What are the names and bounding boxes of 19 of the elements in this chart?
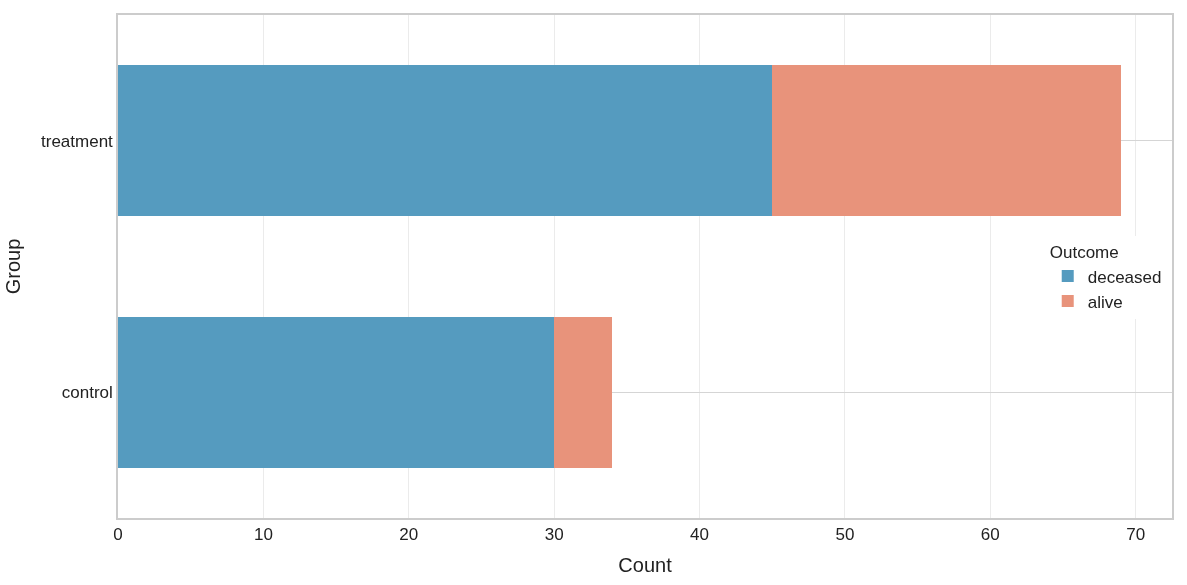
x-tick-label: 0 — [113, 525, 123, 545]
legend-label: alive — [1087, 292, 1123, 312]
x-tick-label: 50 — [835, 525, 855, 545]
y-tick-label: control — [61, 383, 113, 403]
x-axis-title: Count — [618, 554, 673, 577]
y-tick-label: treatment — [41, 131, 114, 151]
bar — [772, 65, 1122, 217]
bar — [118, 316, 555, 468]
legend-label: deceased — [1087, 267, 1162, 287]
x-tick-label: 70 — [1126, 525, 1146, 545]
x-tick-label: 20 — [399, 525, 419, 545]
bar — [554, 316, 613, 468]
bar — [118, 65, 773, 217]
x-tick-label: 10 — [253, 525, 273, 545]
y-axis-title: Group — [2, 238, 25, 295]
x-tick-label: 60 — [980, 525, 1000, 545]
x-tick-label: 40 — [690, 525, 709, 545]
legend-title: Outcome — [1049, 243, 1119, 263]
x-tick-label: 30 — [544, 525, 564, 545]
